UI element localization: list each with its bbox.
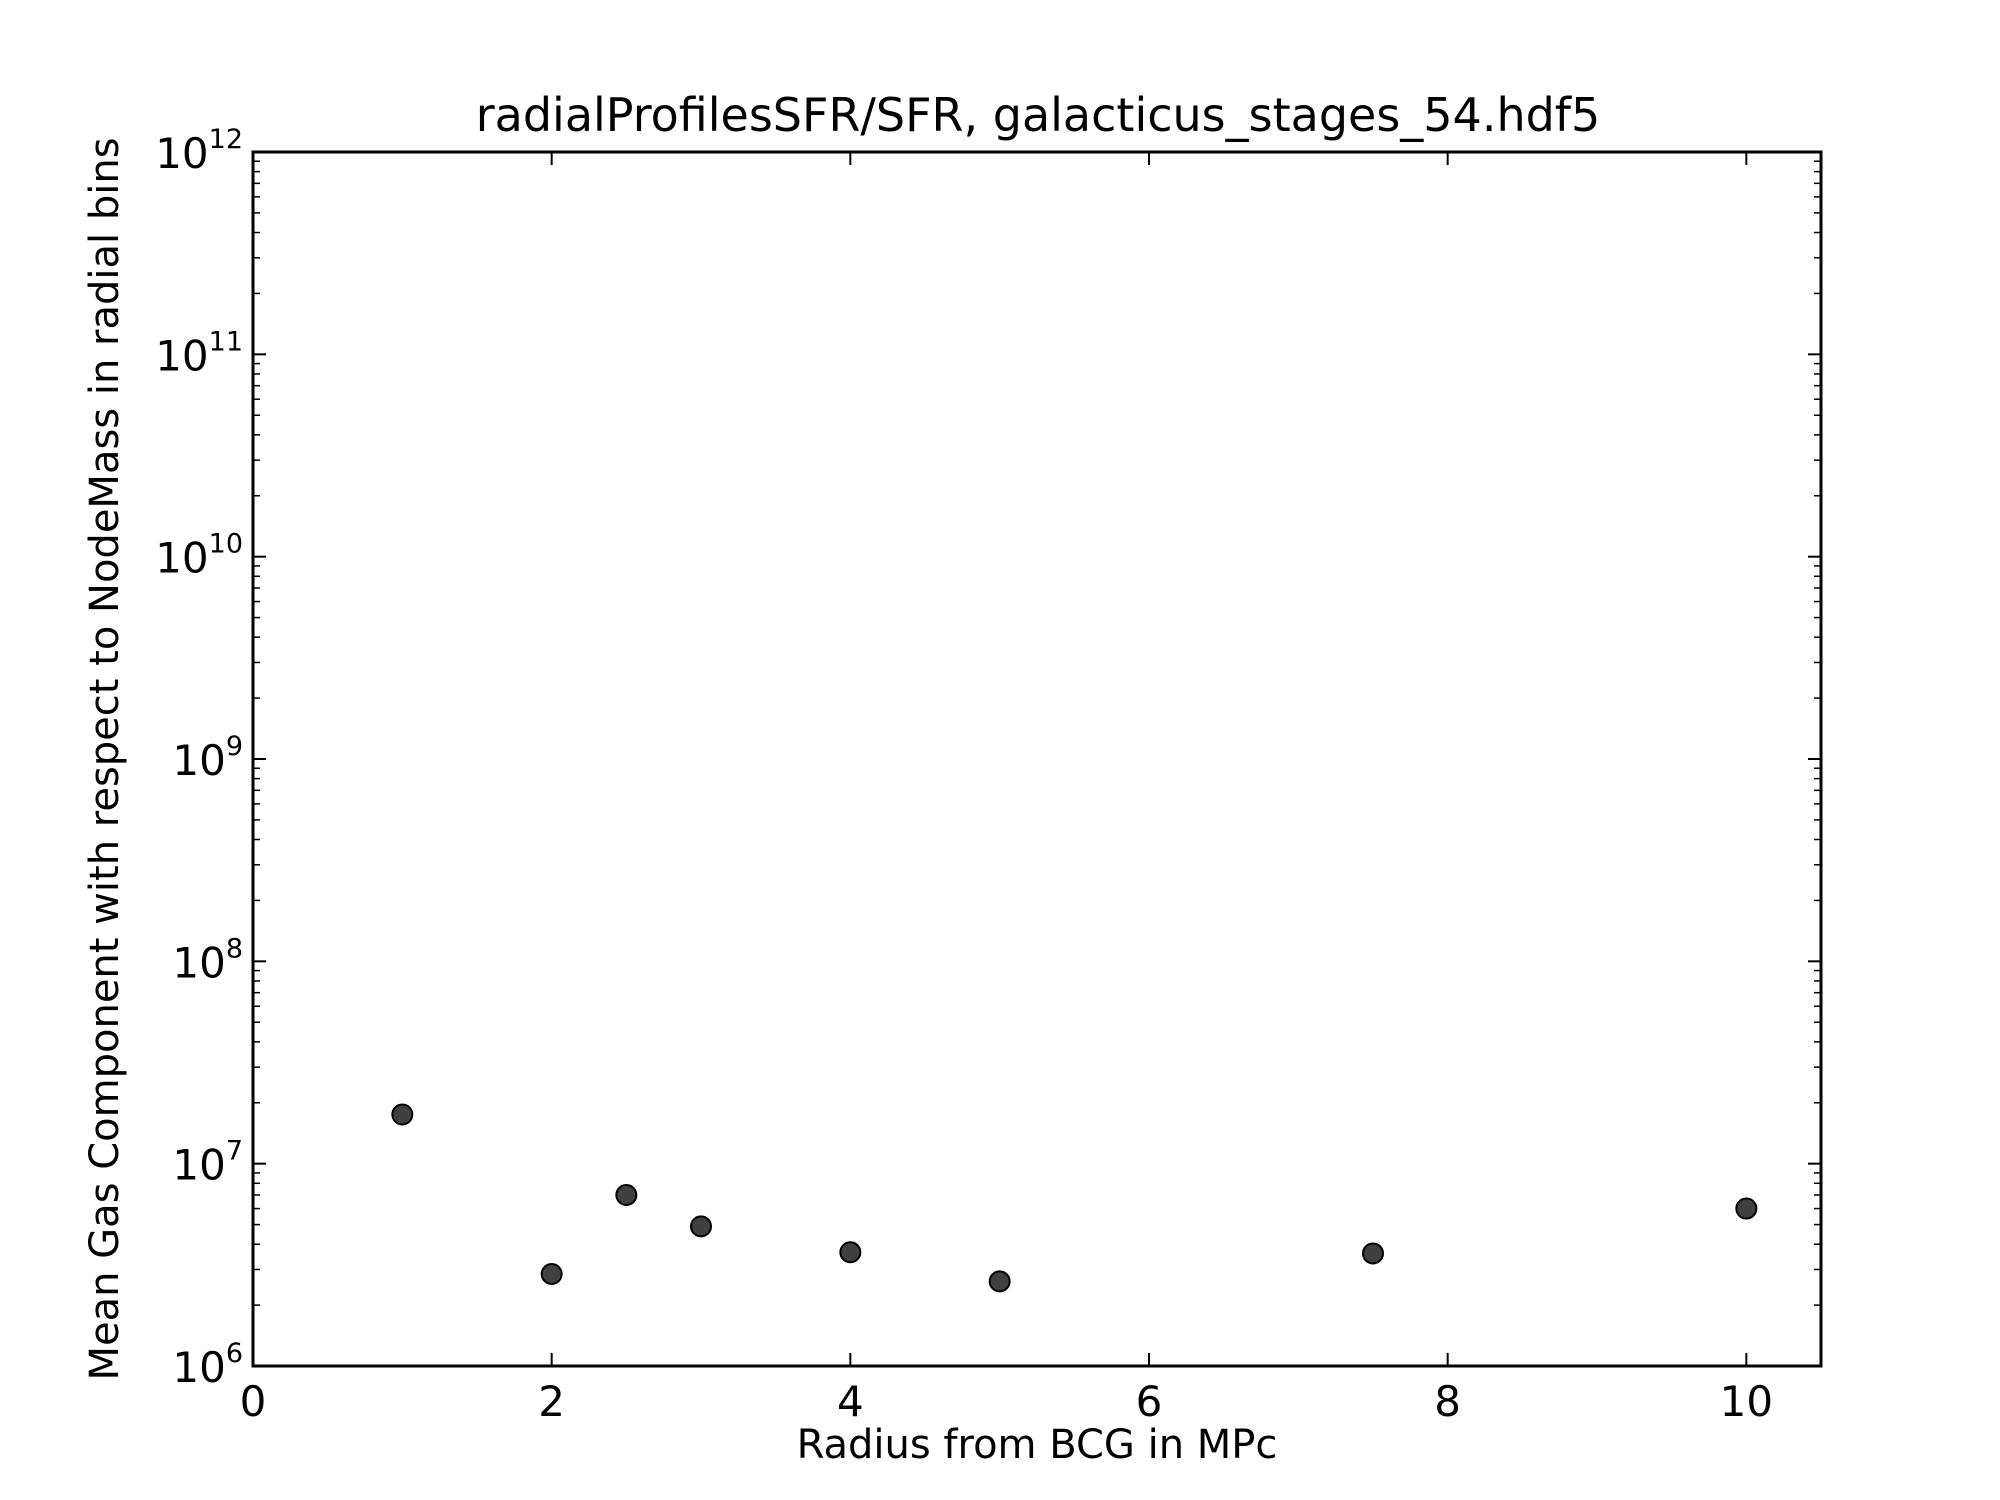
y-tick-base: 10	[155, 129, 208, 178]
data-points	[391, 1103, 1758, 1293]
y-tick-exponent: 8	[226, 933, 243, 964]
x-tick-labels: 0 2 4 6 8 10	[240, 1377, 1773, 1426]
data-point	[540, 1262, 563, 1285]
x-tick-label: 4	[837, 1377, 864, 1426]
chart-title: radialProfilesSFR/SFR, galacticus_stages…	[476, 88, 1601, 142]
y-tick-label: 106	[172, 1338, 243, 1392]
y-tick-label: 107	[172, 1136, 243, 1190]
x-tick-label: 2	[538, 1377, 565, 1426]
y-tick-base: 10	[172, 938, 225, 987]
x-axis-label: Radius from BCG in MPc	[797, 1422, 1278, 1468]
data-point	[615, 1184, 638, 1207]
y-tick-label: 109	[172, 731, 243, 785]
y-tick-base: 10	[155, 534, 208, 583]
y-tick-exponent: 11	[209, 326, 243, 357]
y-tick-exponent: 7	[226, 1136, 243, 1167]
data-point	[1362, 1242, 1384, 1265]
x-tick-label: 6	[1136, 1377, 1163, 1426]
y-tick-base: 10	[155, 331, 208, 380]
tick-marks	[252, 151, 1821, 1367]
data-point	[1735, 1197, 1758, 1220]
y-tick-base: 10	[172, 736, 225, 785]
data-point	[988, 1270, 1011, 1293]
y-tick-exponent: 6	[226, 1338, 243, 1369]
y-tick-label: 1012	[155, 124, 243, 178]
x-tick-label: 10	[1720, 1377, 1773, 1426]
data-point	[690, 1215, 712, 1238]
y-tick-base: 10	[172, 1141, 225, 1190]
y-tick-label: 1010	[155, 529, 243, 583]
y-tick-label: 108	[172, 933, 243, 987]
y-tick-label: 1011	[155, 326, 243, 380]
y-axis-label: Mean Gas Component with respect to NodeM…	[82, 137, 128, 1380]
y-tick-exponent: 12	[209, 124, 243, 155]
y-tick-base: 10	[172, 1343, 225, 1392]
data-point	[391, 1103, 414, 1126]
data-point	[839, 1241, 862, 1264]
x-tick-label: 8	[1434, 1377, 1461, 1426]
plot-frame	[251, 150, 1823, 1368]
x-tick-label: 0	[240, 1377, 267, 1426]
y-tick-exponent: 10	[209, 529, 243, 560]
y-tick-exponent: 9	[226, 731, 243, 762]
